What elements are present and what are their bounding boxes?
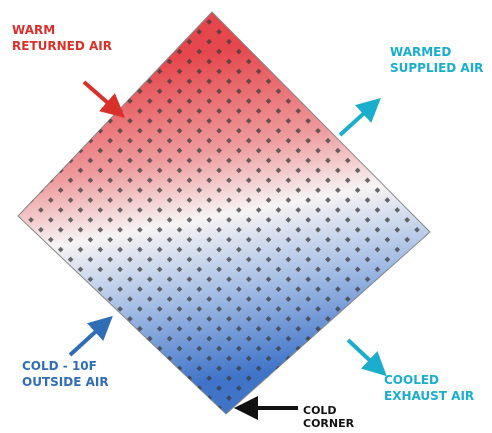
label: COLD - 10F OUTSIDE AIR — [22, 359, 109, 389]
label: WARMED SUPPLIED AIR — [390, 45, 483, 75]
arrow — [68, 315, 113, 357]
label-line: COOLED — [384, 373, 439, 387]
label: COOLED EXHAUST AIR — [384, 373, 474, 403]
arrow — [82, 80, 126, 118]
label-line: WARM — [12, 23, 55, 37]
label-line: COLD — [303, 404, 337, 417]
label-line: CORNER — [303, 417, 355, 430]
label-line: COLD - 10F — [22, 359, 97, 373]
label-line: OUTSIDE AIR — [22, 375, 109, 389]
arrow — [346, 338, 387, 377]
arrow — [338, 97, 381, 137]
label-line: SUPPLIED AIR — [390, 61, 483, 75]
label-line: WARMED — [390, 45, 451, 59]
label: WARM RETURNED AIR — [12, 23, 112, 53]
label-line: RETURNED AIR — [12, 39, 112, 53]
label-line: EXHAUST AIR — [384, 389, 474, 403]
label: COLD CORNER — [303, 404, 355, 430]
